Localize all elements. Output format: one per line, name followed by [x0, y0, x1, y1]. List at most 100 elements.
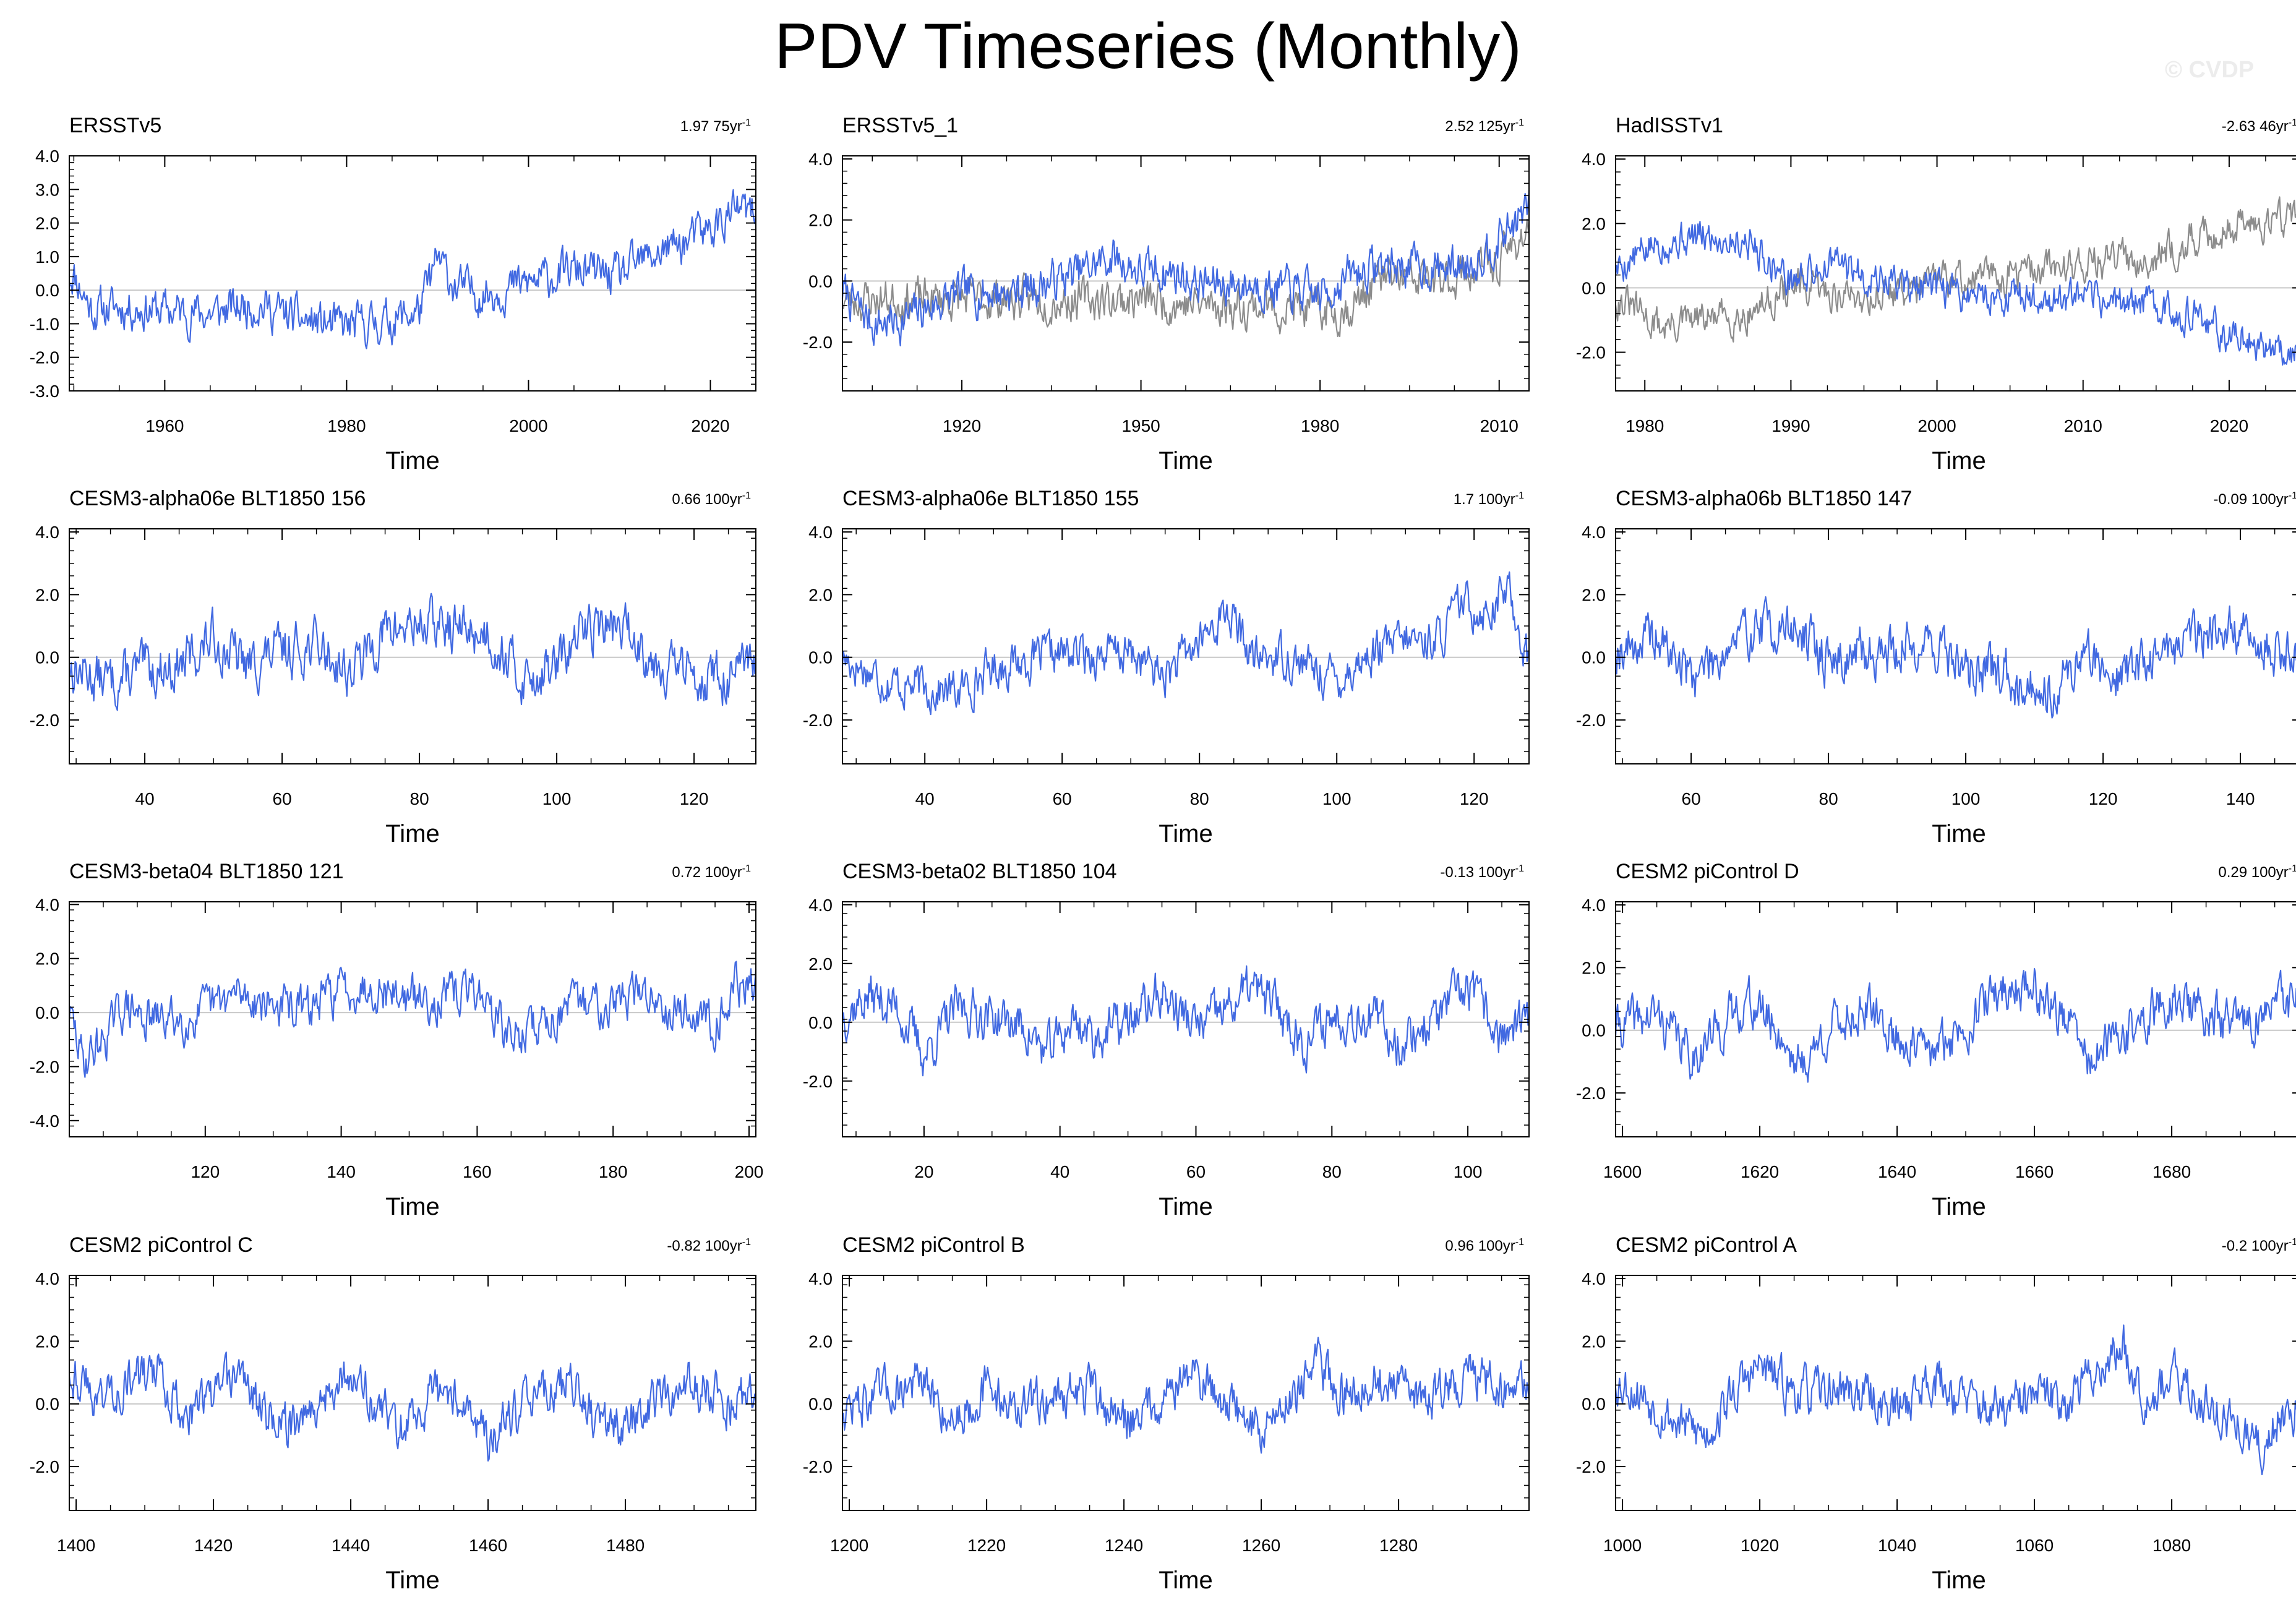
y-tick-label: 4.0 — [808, 150, 833, 169]
x-tick-label: 100 — [1454, 1162, 1483, 1181]
y-tick-label: -1.0 — [30, 314, 59, 333]
x-tick-label: 1440 — [332, 1536, 370, 1555]
y-tick-label: 2.0 — [808, 585, 833, 604]
pdv-series-line — [841, 571, 1530, 716]
y-tick-label: -2.0 — [1576, 343, 1606, 362]
x-tick-label: 1980 — [1626, 416, 1664, 435]
y-tick-label: 4.0 — [808, 1269, 833, 1288]
y-tick-label: 2.0 — [35, 949, 59, 969]
plot-frame — [69, 901, 756, 1137]
panel-title: CESM3-alpha06b BLT1850 147 — [1616, 487, 1912, 510]
panel-title: CESM2 piControl D — [1616, 860, 1799, 883]
y-tick-label: -2.0 — [1576, 1457, 1606, 1476]
panel-title: CESM2 piControl A — [1616, 1233, 1797, 1257]
trend-unit-superscript: -1 — [742, 118, 751, 128]
y-tick-label: 2.0 — [35, 1332, 59, 1351]
trend-label: -0.82 100yr-1 — [667, 1237, 751, 1254]
y-tick-label: 4.0 — [1582, 523, 1606, 542]
x-tick-label: 1680 — [2152, 1162, 2191, 1181]
y-tick-label: -3.0 — [30, 382, 59, 401]
y-tick-label: 1.0 — [35, 247, 59, 267]
y-tick-label: -2.0 — [803, 1072, 833, 1091]
trend-label: 1.97 75yr-1 — [680, 118, 751, 135]
x-tick-label: 1960 — [145, 416, 184, 435]
x-tick-label: 2010 — [2064, 416, 2102, 435]
x-tick-label: 1980 — [327, 416, 366, 435]
x-tick-label: 80 — [410, 789, 429, 808]
y-tick-label: 0.0 — [1582, 1395, 1606, 1414]
x-tick-label: 140 — [2226, 789, 2255, 808]
x-axis-label: Time — [1932, 820, 1985, 847]
y-tick-label: -2.0 — [30, 711, 59, 730]
trend-label: 0.29 100yr-1 — [2218, 863, 2296, 881]
x-axis-label: Time — [385, 1567, 439, 1594]
y-tick-label: 0.0 — [1582, 278, 1606, 298]
plot-frame — [842, 1275, 1530, 1511]
watermark: © CVDP — [2165, 57, 2255, 83]
plot-frame — [69, 1275, 756, 1511]
pdv-series-line — [68, 1351, 757, 1462]
x-tick-label: 2000 — [1917, 416, 1956, 435]
x-tick-label: 1200 — [830, 1536, 868, 1555]
y-tick-label: 0.0 — [1582, 1021, 1606, 1040]
trend-label: 0.72 100yr-1 — [672, 863, 751, 881]
panel-title: ERSSTv5 — [69, 114, 161, 137]
x-tick-label: 80 — [1322, 1162, 1342, 1181]
x-tick-label: 120 — [191, 1162, 220, 1181]
x-axis-label: Time — [1159, 447, 1212, 474]
x-tick-label: 1920 — [943, 416, 981, 435]
y-tick-label: 0.0 — [35, 648, 59, 667]
y-tick-label: -2.0 — [803, 333, 833, 352]
x-tick-label: 1080 — [2152, 1536, 2191, 1555]
x-tick-label: 120 — [680, 789, 709, 808]
x-tick-label: 60 — [1053, 789, 1072, 808]
x-tick-label: 40 — [135, 789, 155, 808]
panel-title: CESM3-alpha06e BLT1850 156 — [69, 487, 366, 510]
y-tick-label: -2.0 — [30, 1457, 59, 1476]
x-tick-label: 60 — [1682, 789, 1701, 808]
y-tick-label: -2.0 — [803, 1457, 833, 1476]
y-tick-label: -2.0 — [30, 348, 59, 367]
x-tick-label: 2010 — [1480, 416, 1519, 435]
x-tick-label: 1980 — [1301, 416, 1339, 435]
x-tick-label: 1240 — [1105, 1536, 1143, 1555]
x-tick-label: 160 — [463, 1162, 492, 1181]
y-tick-label: 2.0 — [35, 214, 59, 233]
x-tick-label: 1220 — [967, 1536, 1006, 1555]
x-axis-label: Time — [1159, 1567, 1212, 1594]
x-tick-label: 100 — [542, 789, 572, 808]
y-tick-label: 0.0 — [808, 272, 833, 291]
y-tick-label: 4.0 — [1582, 1269, 1606, 1288]
y-tick-label: 0.0 — [35, 1003, 59, 1022]
y-tick-label: 4.0 — [35, 523, 59, 542]
pdv-series-line — [841, 1337, 1530, 1454]
y-tick-label: 4.0 — [35, 147, 59, 166]
x-tick-label: 1620 — [1741, 1162, 1779, 1181]
y-tick-label: 4.0 — [35, 1269, 59, 1288]
panel-title: CESM2 piControl C — [69, 1233, 253, 1257]
pdv-series-line — [841, 965, 1530, 1077]
x-tick-label: 80 — [1819, 789, 1838, 808]
pdv-series-line — [1614, 596, 2296, 719]
x-tick-label: 180 — [599, 1162, 628, 1181]
trend-label: -0.09 100yr-1 — [2213, 490, 2296, 508]
trend-label: -0.2 100yr-1 — [2222, 1237, 2296, 1254]
y-tick-label: -2.0 — [1576, 1084, 1606, 1103]
y-tick-label: 2.0 — [1582, 214, 1606, 233]
x-tick-label: 1000 — [1603, 1536, 1642, 1555]
plot-frame — [69, 155, 756, 392]
y-tick-label: 0.0 — [808, 648, 833, 667]
trend-label: -2.63 46yr-1 — [2222, 118, 2296, 135]
y-tick-label: 0.0 — [808, 1395, 833, 1414]
x-tick-label: 1420 — [194, 1536, 233, 1555]
x-tick-label: 120 — [2089, 789, 2118, 808]
x-tick-label: 60 — [1186, 1162, 1206, 1181]
x-tick-label: 1950 — [1121, 416, 1160, 435]
x-tick-label: 200 — [735, 1162, 764, 1181]
page-title: PDV Timeseries (Monthly) — [774, 11, 1522, 82]
plot-frame — [1615, 901, 2296, 1137]
x-tick-label: 1020 — [1741, 1536, 1779, 1555]
trend-unit-superscript: -1 — [2289, 490, 2296, 501]
x-tick-label: 1260 — [1242, 1536, 1280, 1555]
